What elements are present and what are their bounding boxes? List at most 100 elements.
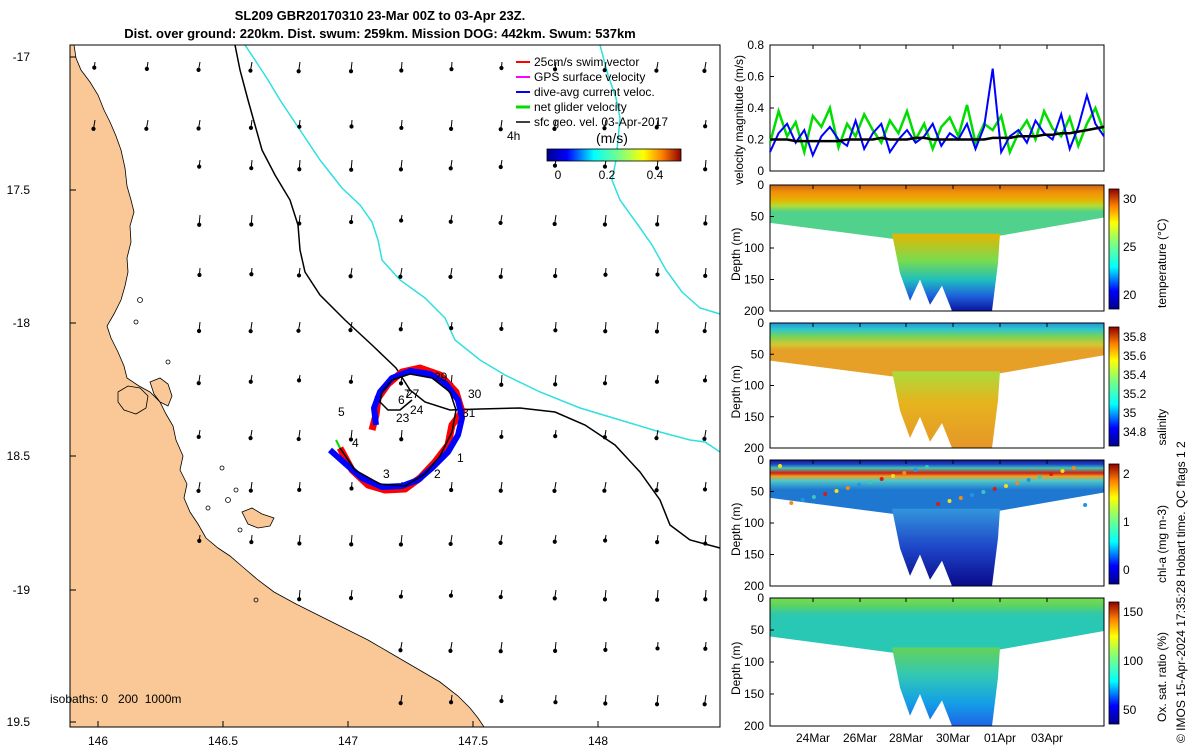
map-ytick-label: -17 [13,50,31,64]
velocity-arrow-head [603,272,608,277]
track-day-label: 27 [406,387,420,401]
velocity-arrow-head [144,126,149,131]
section-shallow-field [770,323,1104,377]
section-deep-field [892,508,1000,586]
colorbar-tick-label: 35.6 [1123,349,1147,363]
colorbar-tick-label: 35 [1123,406,1137,420]
velocity-arrow-head [603,647,608,652]
velocity-arrow-head [91,126,96,131]
velocity-arrow-head [602,381,608,386]
section-panel: 0 50 100 150 200 Depth (m) 30 25 20 temperature (… [729,178,1169,318]
velocity-ytick-label: 0 [757,164,764,178]
velocity-arrow-head [602,68,607,73]
velocity-arrow-head [448,700,454,705]
map-ytick-label: 18.5 [7,449,31,463]
velocity-arrow-head [602,126,607,131]
time-tick-label: 03Apr [1031,731,1063,745]
chl-dot [845,486,850,490]
velocity-arrow-head [196,126,201,131]
velocity-arrow-head [655,540,660,545]
legend-dive-avg: dive-avg current veloc. [534,85,655,99]
map-ytick-label: 19.5 [7,715,31,729]
velocity-arrow-head [498,220,503,226]
velocity-series-line [768,104,1106,158]
map-ytick-label: 17.5 [7,183,31,197]
velocity-arrow-head [197,164,202,169]
map-ytick-label: -19 [13,583,31,597]
chl-dot [1071,466,1076,470]
section-ytick-label: 200 [744,304,764,318]
velocity-ytick-label: 0.8 [747,38,764,52]
velocity-arrow-head [602,435,607,440]
velocity-arrow-head [348,328,353,333]
net-glider-velocity-trace [335,439,341,449]
chl-dot [1083,503,1088,507]
velocity-arrow-head [602,222,608,227]
legend-gps-velocity: GPS surface velocity [534,70,645,84]
map-ytick-label: -18 [13,316,31,330]
velocity-arrow-head [552,67,558,72]
velocity-arrow-head [552,221,557,227]
section-ytick-label: 0 [757,591,764,605]
velocity-arrow-head [448,126,454,132]
map-xtick-label: 146.5 [208,734,238,748]
section-ylabel: Depth (m) [729,228,743,281]
velocity-arrow-head [702,378,708,383]
time-tick-label: 26Mar [843,731,877,745]
velocity-arrow-head [552,648,558,653]
chl-dot [1015,481,1020,485]
speed-colorbar [546,148,682,162]
velocity-arrow-head [655,272,660,277]
velocity-ytick-label: 0.2 [747,133,764,147]
section-colorbar [1108,601,1120,725]
velocity-arrow-head [448,219,453,224]
velocity-arrow-head [449,67,454,72]
colorbar-tick-label: 100 [1123,654,1143,668]
section-ytick-label: 100 [744,379,764,393]
velocity-arrow-head [654,329,660,334]
imos-footer-note: © IMOS 15-Apr-2024 17:35:28 Hobart time.… [1174,441,1188,743]
chl-dot [868,480,873,484]
velocity-arrow-head [398,274,403,279]
velocity-arrow-head [196,67,201,72]
section-colorbar [1108,463,1120,585]
velocity-arrow-head [248,488,253,493]
colorbar-tick-label: 1 [1123,515,1130,529]
track-day-label: 31 [462,406,476,420]
chl-dot [1060,469,1065,473]
velocity-arrow-head [703,597,708,602]
velocity-arrow-head [448,648,453,654]
map-xtick-label: 147 [338,734,358,748]
chl-dot [857,483,862,487]
colorbar-tick-label: 35.2 [1123,387,1147,401]
velocity-arrow-head [655,646,660,651]
colorbar-tick-label: 35.4 [1123,368,1147,382]
section-deep-field [892,647,1000,726]
isobath-200m [234,44,721,549]
velocity-arrow-head [399,125,404,131]
velocity-arrow-head [654,166,660,171]
velocity-arrow-head [296,69,301,74]
velocity-arrow-head [499,698,504,704]
track-day-label: 3 [383,467,390,481]
velocity-arrow-head [196,381,201,386]
velocity-arrow-head [297,541,302,546]
velocity-arrow-head [499,434,504,439]
velocity-arrow-head [603,538,608,543]
velocity-arrow-head [196,488,201,494]
velocity-arrow-head [654,702,660,707]
island-hinchinbrook [149,377,173,407]
velocity-arrow-head [296,273,302,278]
time-scale-label: 4h [507,129,520,143]
velocity-arrow-head [349,486,354,491]
velocity-arrow-head [702,436,707,441]
section-ytick-label: 200 [744,441,764,455]
island-magnetic [117,385,149,415]
colorbar-tick-label: 150 [1123,605,1143,619]
velocity-arrow-head [248,435,253,441]
dive-avg-current-trace [328,368,465,490]
colorbar-tick-label: 2 [1123,467,1130,481]
velocity-axes [769,44,1105,172]
velocity-arrow-head [655,597,660,602]
